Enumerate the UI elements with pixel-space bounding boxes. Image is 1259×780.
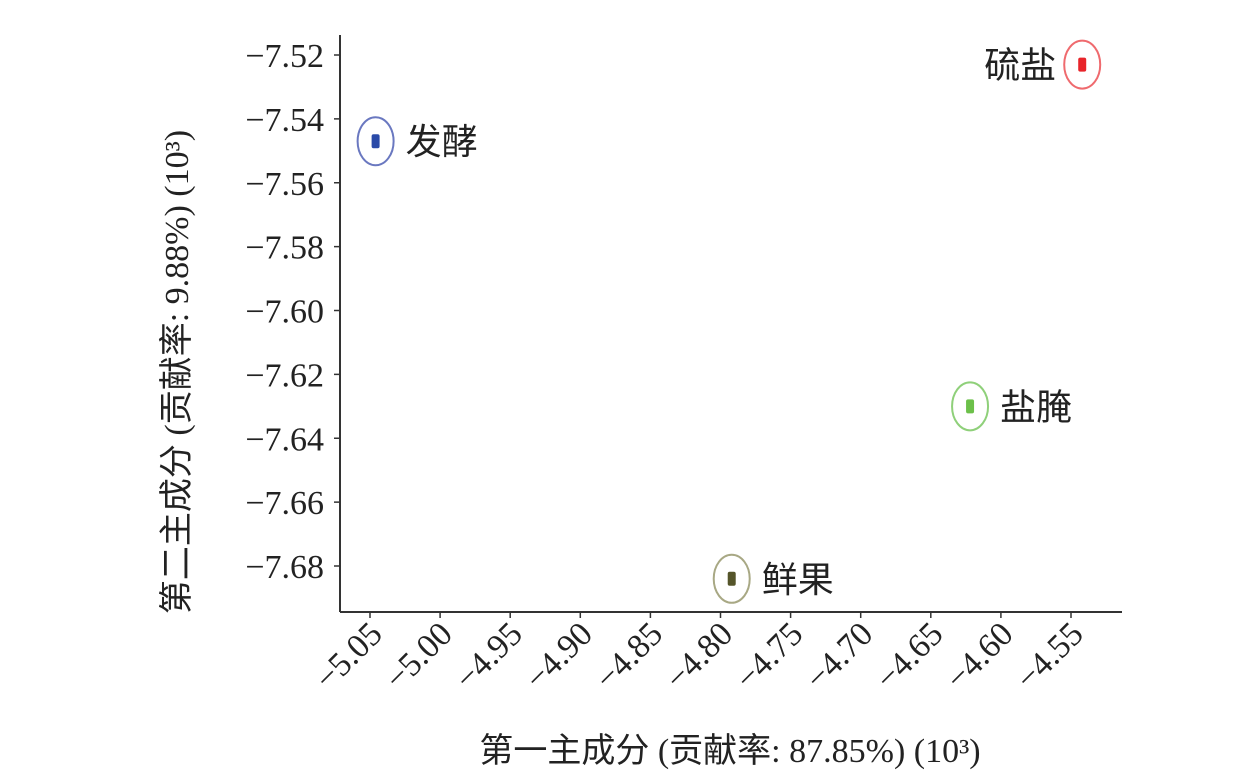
x-tick-label: −4.65	[869, 615, 951, 697]
x-tick-label: −4.55	[1009, 615, 1091, 697]
y-tick-label: −7.66	[245, 485, 324, 522]
x-tick-label: −4.90	[518, 615, 600, 697]
x-axis-title: 第一主成分 (贡献率: 87.85%) (10³)	[479, 732, 980, 770]
y-tick-label: −7.64	[245, 421, 324, 458]
y-tick-label: −7.60	[245, 294, 324, 331]
confidence-ellipse	[951, 381, 990, 432]
data-point-group: 盐腌	[951, 381, 1072, 432]
y-axis-title: 第二主成分 (贡献率: 9.88%) (10³)	[158, 130, 196, 614]
x-tick-label: −5.00	[378, 615, 460, 697]
data-point-group: 鲜果	[712, 553, 834, 604]
y-tick-label: −7.62	[245, 357, 324, 394]
y-tick-label: −7.58	[245, 230, 324, 267]
y-tick-label: −7.68	[245, 549, 324, 586]
y-tick-label: −7.52	[245, 38, 324, 75]
point-label: 发酵	[406, 122, 478, 162]
data-point	[371, 134, 380, 149]
point-label: 硫盐	[984, 46, 1056, 86]
data-point	[727, 571, 736, 586]
data-point-group: 发酵	[356, 116, 478, 167]
data-point	[966, 399, 975, 414]
x-tick-label: −4.85	[588, 615, 670, 697]
point-label: 盐腌	[1000, 387, 1072, 427]
confidence-ellipse	[356, 116, 395, 167]
data-point-group: 硫盐	[984, 39, 1102, 90]
confidence-ellipse	[712, 553, 751, 604]
point-label: 鲜果	[762, 560, 834, 600]
x-tick-label: −5.05	[308, 615, 390, 697]
y-tick-label: −7.54	[245, 102, 324, 139]
y-tick-label: −7.56	[245, 166, 324, 203]
x-tick-label: −4.95	[448, 615, 530, 697]
x-tick-label: −4.60	[939, 615, 1021, 697]
data-point	[1078, 57, 1087, 72]
x-tick-label: −4.70	[799, 615, 881, 697]
x-tick-label: −4.80	[658, 615, 740, 697]
x-tick-label: −4.75	[728, 615, 810, 697]
confidence-ellipse	[1063, 39, 1102, 90]
